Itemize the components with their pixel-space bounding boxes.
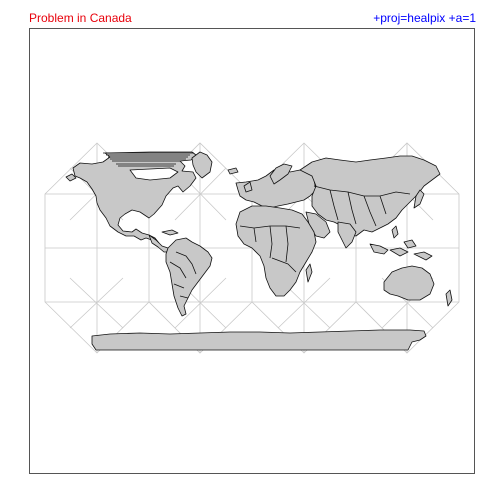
madagascar: [305, 263, 313, 283]
country-border: [313, 185, 411, 227]
hudson-bay: [129, 167, 179, 181]
canada-artifact-lines: [103, 152, 194, 167]
alaska-islands: [65, 173, 77, 182]
scandinavia: [269, 163, 293, 185]
plot-title-right: +proj=healpix +a=1: [373, 11, 476, 25]
cuba: [161, 229, 179, 236]
land: [65, 151, 453, 351]
new-guinea: [413, 251, 433, 261]
country-border: [169, 251, 197, 299]
greenland: [191, 151, 213, 179]
africa: [235, 205, 317, 297]
europe: [235, 167, 317, 209]
country-border: [239, 225, 301, 273]
japan: [413, 189, 425, 209]
plot-title-left: Problem in Canada: [29, 11, 132, 25]
antarctica: [91, 329, 427, 351]
iceland: [227, 167, 239, 175]
australia: [383, 265, 435, 301]
new-zealand: [445, 289, 453, 307]
graticule-line: [69, 277, 434, 329]
uk: [243, 181, 253, 193]
indonesia: [369, 239, 417, 257]
central-america: [148, 234, 171, 253]
south-america: [165, 237, 213, 317]
india: [337, 221, 357, 249]
philippines: [391, 225, 399, 239]
